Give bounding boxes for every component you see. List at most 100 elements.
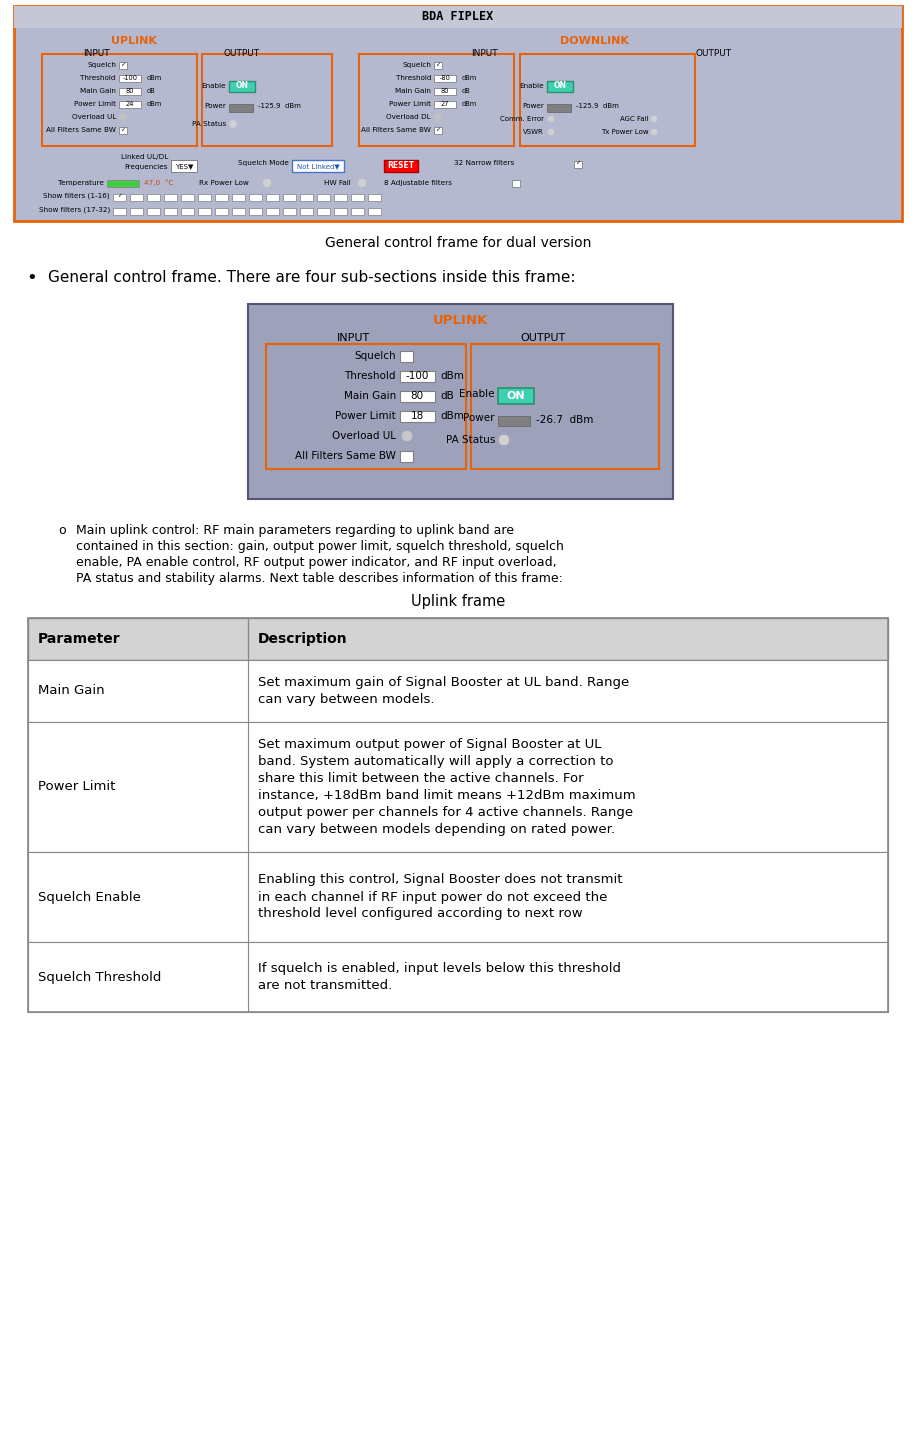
Bar (119, 101, 141, 108)
Text: -100: -100 (405, 371, 429, 381)
Text: Set maximum output power of Signal Booster at UL: Set maximum output power of Signal Boost… (258, 738, 602, 751)
Text: dB: dB (147, 88, 156, 94)
Text: OUTPUT: OUTPUT (224, 49, 260, 59)
Text: 32 Narrow filters: 32 Narrow filters (454, 160, 514, 165)
Bar (434, 88, 456, 95)
Bar (171, 160, 197, 173)
Text: Squelch: Squelch (87, 62, 116, 68)
Circle shape (402, 432, 412, 440)
Text: -80: -80 (440, 75, 451, 81)
Text: Main Gain: Main Gain (344, 391, 396, 401)
Text: UPLINK: UPLINK (111, 36, 157, 46)
Bar (232, 209, 245, 214)
Bar (368, 209, 381, 214)
Text: AGC Fail: AGC Fail (620, 117, 649, 122)
Text: 27: 27 (441, 101, 449, 106)
Text: Overload UL: Overload UL (71, 114, 116, 119)
Text: Squelch: Squelch (354, 351, 396, 361)
Text: 47.0  °C: 47.0 °C (144, 180, 173, 186)
Bar (147, 194, 160, 201)
Text: dBm: dBm (440, 412, 463, 422)
Bar (498, 416, 530, 426)
Text: HW Fail: HW Fail (324, 180, 351, 186)
Text: Squelch Threshold: Squelch Threshold (38, 970, 161, 983)
Bar (283, 194, 296, 201)
Bar (28, 617, 888, 661)
Bar (14, 6, 902, 27)
Text: Linked UL/DL: Linked UL/DL (121, 154, 168, 160)
Bar (434, 75, 456, 82)
Bar (229, 81, 255, 92)
Bar (266, 194, 279, 201)
Text: Power Limit: Power Limit (38, 780, 115, 793)
Bar (400, 391, 435, 401)
Text: If squelch is enabled, input levels below this threshold: If squelch is enabled, input levels belo… (258, 963, 621, 976)
Text: 24: 24 (125, 101, 135, 106)
Bar (547, 81, 573, 92)
Circle shape (548, 117, 554, 122)
Bar (232, 194, 245, 201)
Text: Squelch Enable: Squelch Enable (38, 891, 141, 904)
Bar (181, 209, 194, 214)
Bar (300, 194, 313, 201)
Text: dBm: dBm (440, 371, 463, 381)
Text: -125.9  dBm: -125.9 dBm (576, 104, 619, 109)
Text: Enabling this control, Signal Booster does not transmit: Enabling this control, Signal Booster do… (258, 873, 623, 886)
Bar (119, 88, 141, 95)
Bar (300, 209, 313, 214)
Text: band. System automatically will apply a correction to: band. System automatically will apply a … (258, 755, 614, 768)
Text: 18: 18 (410, 412, 423, 422)
Text: in each channel if RF input power do not exceed the: in each channel if RF input power do not… (258, 891, 607, 904)
Bar (334, 194, 347, 201)
Bar (28, 617, 888, 1012)
Text: VSWR: VSWR (523, 130, 544, 135)
Bar (113, 209, 126, 214)
Bar (164, 194, 177, 201)
Text: Show filters (1-16): Show filters (1-16) (43, 193, 110, 199)
Bar (130, 194, 143, 201)
Bar (547, 104, 571, 112)
Bar (164, 209, 177, 214)
Text: can vary between models depending on rated power.: can vary between models depending on rat… (258, 823, 615, 836)
Bar (400, 351, 413, 363)
Bar (28, 852, 888, 943)
Bar (498, 389, 534, 404)
Text: Main Gain: Main Gain (395, 88, 431, 94)
Bar (292, 160, 344, 173)
Bar (113, 194, 126, 201)
Text: Enable: Enable (460, 389, 495, 399)
Bar (368, 194, 381, 201)
Bar (351, 209, 364, 214)
Text: OUTPUT: OUTPUT (520, 332, 565, 342)
Bar (266, 209, 279, 214)
Text: PA Status: PA Status (445, 435, 495, 445)
Text: 80: 80 (125, 88, 135, 94)
Text: Main Gain: Main Gain (80, 88, 116, 94)
Text: Temperature: Temperature (58, 180, 104, 186)
Text: UPLINK: UPLINK (433, 314, 488, 327)
Text: 80: 80 (441, 88, 449, 94)
Text: Enable: Enable (202, 83, 226, 89)
Text: Comm. Error: Comm. Error (500, 117, 544, 122)
Bar (400, 450, 413, 462)
Text: Main Gain: Main Gain (38, 685, 104, 698)
Text: instance, +18dBm band limit means +12dBm maximum: instance, +18dBm band limit means +12dBm… (258, 789, 636, 802)
Bar (400, 412, 435, 422)
Text: All Filters Same BW: All Filters Same BW (361, 127, 431, 132)
Bar (28, 943, 888, 1012)
Text: INPUT: INPUT (82, 49, 109, 59)
Text: ON: ON (235, 82, 248, 91)
Bar (119, 127, 127, 134)
Text: contained in this section: gain, output power limit, squelch threshold, squelch: contained in this section: gain, output … (76, 540, 564, 553)
Text: threshold level configured according to next row: threshold level configured according to … (258, 908, 583, 921)
Text: enable, PA enable control, RF output power indicator, and RF input overload,: enable, PA enable control, RF output pow… (76, 555, 557, 568)
Bar (317, 209, 330, 214)
Text: Overload DL: Overload DL (387, 114, 431, 119)
Bar (283, 209, 296, 214)
Text: Power: Power (204, 104, 226, 109)
Bar (574, 161, 582, 168)
Bar (215, 194, 228, 201)
Text: dBm: dBm (462, 75, 477, 81)
Text: Not Linked▼: Not Linked▼ (297, 163, 339, 168)
Bar (400, 371, 435, 381)
